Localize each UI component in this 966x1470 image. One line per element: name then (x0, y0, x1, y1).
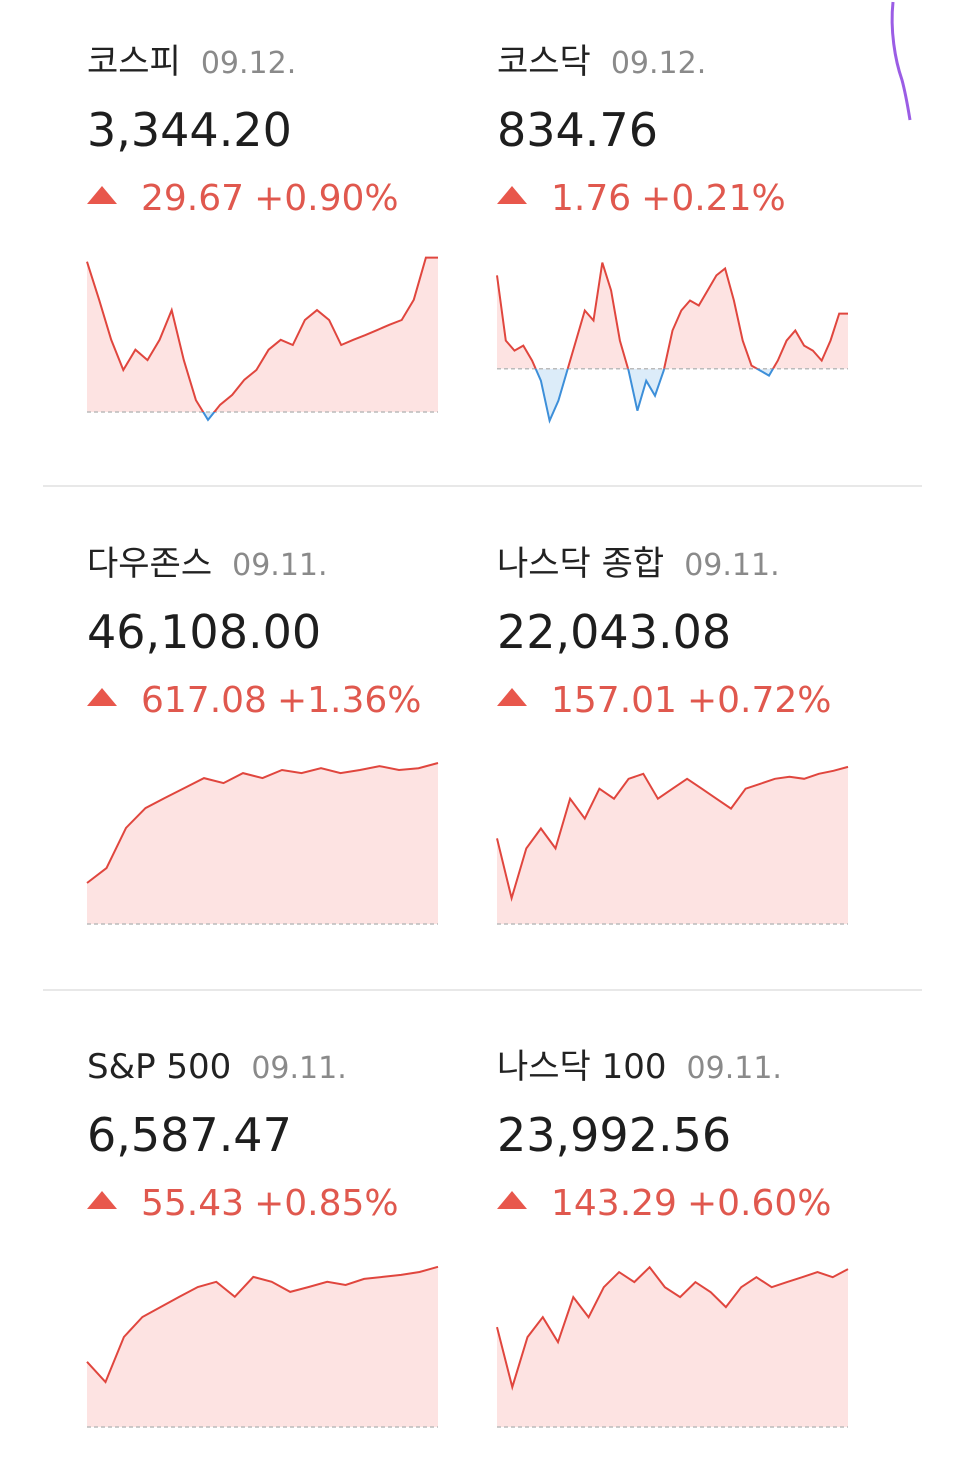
index-date: 09.11. (687, 1051, 782, 1086)
change-line: 29.67 +0.90% (141, 178, 399, 219)
change-percent: +0.72% (687, 680, 832, 721)
change-amount: 617.08 (141, 680, 267, 721)
index-value: 22,043.08 (497, 605, 731, 659)
change-line: 55.43 +0.85% (141, 1183, 399, 1224)
index-value: 834.76 (497, 103, 658, 157)
change-amount: 157.01 (551, 680, 677, 721)
price-line (86, 256, 438, 412)
index-name: S&P 500 (87, 1047, 231, 1087)
price-line (496, 765, 849, 903)
card-header: 나스닥 100 09.11. (497, 1047, 782, 1087)
index-date: 09.11. (251, 1051, 346, 1086)
change-percent: +0.90% (254, 178, 399, 219)
price-line (86, 762, 439, 884)
index-date: 09.11. (684, 548, 779, 583)
change-percent: +0.60% (687, 1183, 832, 1224)
price-line (496, 262, 848, 369)
index-date: 09.12. (611, 46, 706, 81)
area-fill (497, 262, 848, 369)
change-amount: 143.29 (551, 1183, 677, 1224)
index-value: 23,992.56 (497, 1108, 731, 1162)
card-header: 나스닥 종합 09.11. (497, 544, 780, 584)
index-date: 09.12. (201, 46, 296, 81)
price-line (86, 1265, 439, 1384)
index-value: 46,108.00 (87, 605, 321, 659)
change-line: 143.29 +0.60% (551, 1183, 832, 1224)
card-header: 코스닥 09.12. (497, 42, 706, 82)
area-fill (87, 1266, 438, 1427)
area-fill (497, 766, 848, 924)
index-value: 6,587.47 (87, 1108, 292, 1162)
change-percent: +0.21% (641, 178, 786, 219)
change-amount: 55.43 (141, 1183, 244, 1224)
change-line: 1.76 +0.21% (551, 178, 786, 219)
index-name: 나스닥 100 (497, 1047, 667, 1087)
card-header: 다우존스 09.11. (87, 544, 328, 584)
area-fill (87, 257, 438, 412)
area-fill (87, 763, 438, 924)
index-name: 코스피 (87, 42, 181, 82)
change-line: 157.01 +0.72% (551, 680, 832, 721)
card-header: 코스피 09.12. (87, 42, 296, 82)
index-name: 다우존스 (87, 544, 212, 584)
up-arrow (87, 1191, 117, 1209)
up-arrow (87, 186, 117, 204)
index-name: 코스닥 (497, 42, 591, 82)
price-line (496, 1265, 849, 1391)
change-amount: 29.67 (141, 178, 244, 219)
index-name: 나스닥 종합 (497, 544, 664, 584)
scribble (890, 1, 912, 121)
area-fill (497, 1267, 848, 1427)
up-arrow (497, 688, 527, 706)
change-percent: +0.85% (254, 1183, 399, 1224)
up-arrow (497, 1191, 527, 1209)
price-line-down (534, 368, 775, 424)
up-arrow (87, 688, 117, 706)
change-line: 617.08 +1.36% (141, 680, 422, 721)
card-header: S&P 500 09.11. (87, 1047, 347, 1087)
index-date: 09.11. (232, 548, 327, 583)
up-arrow (497, 186, 527, 204)
change-amount: 1.76 (551, 178, 631, 219)
change-percent: +1.36% (277, 680, 422, 721)
index-value: 3,344.20 (87, 103, 292, 157)
